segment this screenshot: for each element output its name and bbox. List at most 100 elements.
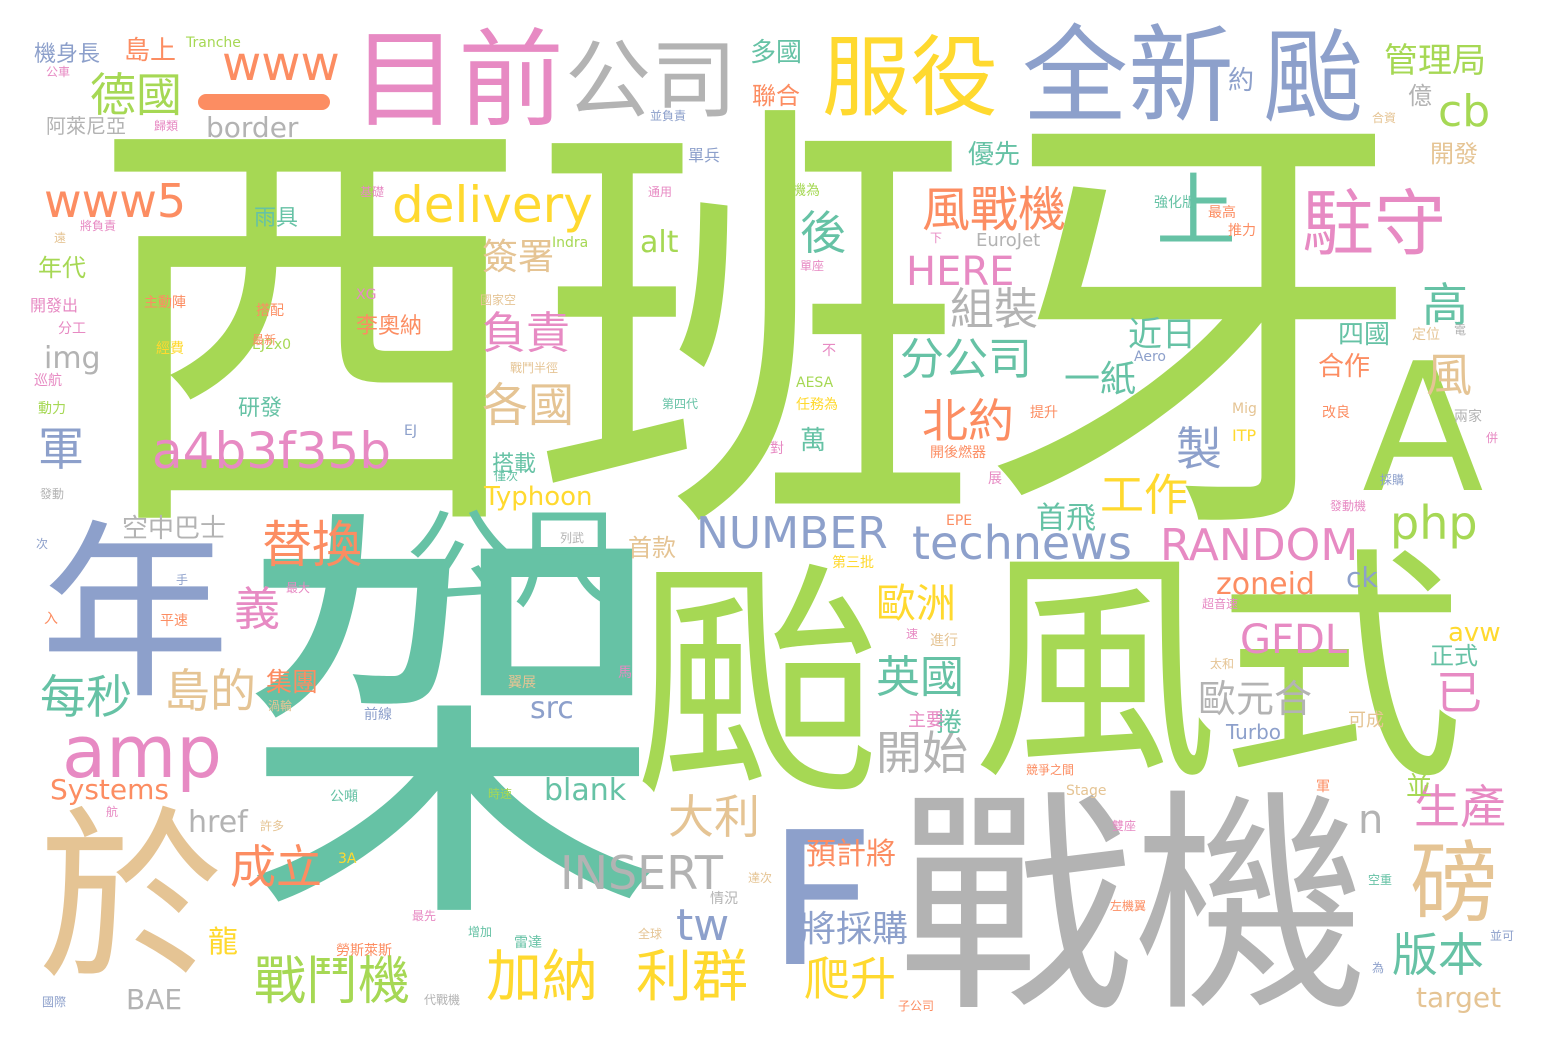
word: 任務為 [796, 397, 838, 413]
word: 巡航 [34, 373, 62, 389]
word: 軍 [1316, 779, 1330, 795]
word: 電 [1454, 323, 1467, 337]
word: 工作 [1100, 470, 1188, 521]
word: 國際 [42, 995, 67, 1009]
word: 搭載 [492, 452, 537, 477]
word: 前線 [364, 707, 392, 723]
word: www5 [44, 174, 187, 228]
word: 開發出 [30, 296, 79, 315]
word: 將負責 [80, 219, 117, 233]
word: 合作 [1318, 352, 1371, 382]
word: 空重 [1368, 873, 1393, 887]
word: Tranche [186, 35, 241, 51]
word: 定位 [1412, 327, 1440, 343]
word: 集團 [266, 668, 319, 698]
word: 大利 [668, 790, 760, 844]
word: EPE [946, 513, 973, 529]
word: 國家空 [480, 293, 517, 307]
word: 可成 [1348, 710, 1384, 731]
word: amp [62, 710, 222, 794]
word: 後 [800, 206, 846, 260]
word: Typhoon [484, 482, 593, 512]
word: 公司 [565, 31, 737, 131]
word: F [768, 792, 875, 1008]
word: 研發 [238, 396, 283, 421]
word: 西班牙 [88, 71, 1423, 589]
word: 首款 [628, 534, 676, 562]
word: 目前 [352, 19, 564, 142]
word: 單兵 [688, 146, 721, 165]
word: 戰鬥半徑 [510, 361, 559, 375]
word: 入 [44, 611, 58, 627]
word: 風 [1426, 348, 1472, 402]
word: EuroJet [976, 230, 1041, 251]
word: 發動 [40, 487, 65, 501]
word: 加納 [486, 945, 598, 1010]
word: 主要 [908, 710, 944, 731]
word: 首飛 [1036, 501, 1096, 536]
word: 遠 [54, 231, 67, 245]
word: 近日 [1128, 315, 1196, 355]
word: 島的 [164, 664, 256, 718]
word: php [1390, 496, 1478, 550]
word: INSERT [560, 846, 723, 900]
word: 風戰機 [922, 182, 1067, 238]
word: 雙座 [1112, 819, 1137, 833]
word: 為 [1372, 961, 1385, 975]
word: 航 [106, 805, 119, 819]
word: 各國 [482, 378, 574, 432]
word: 成立 [230, 840, 322, 894]
word: cb [1438, 86, 1491, 137]
word: 進行 [930, 633, 958, 649]
word: 機身長 [34, 42, 101, 67]
word: border [206, 111, 299, 144]
word: 簽署 [482, 237, 555, 278]
word: 手 [176, 573, 189, 587]
word: 高 [1422, 278, 1468, 332]
word: 年代 [38, 254, 86, 282]
word: 翼展 [508, 675, 536, 691]
word: 約 [1228, 66, 1255, 96]
word: 增加 [468, 925, 493, 939]
word: 聯合 [752, 82, 800, 110]
word: 上 [1156, 165, 1236, 258]
word: 下 [930, 231, 943, 245]
word: avw [1448, 618, 1501, 648]
word: 併 [1486, 431, 1499, 445]
word: 對 [770, 441, 784, 457]
word: 開發 [1430, 140, 1478, 168]
word: 經費 [156, 341, 184, 357]
word: zoneid [1216, 567, 1315, 602]
word: 速 [906, 627, 919, 641]
word: 3A [338, 851, 357, 867]
word: 達次 [748, 871, 773, 885]
word: ck [1346, 561, 1378, 594]
word: 歐元合 [1198, 677, 1313, 721]
word: 公尺 [405, 499, 622, 624]
word: 平速 [160, 613, 188, 629]
word: 英國 [876, 652, 964, 703]
word: 情況 [710, 891, 738, 907]
word: 強化版 [1154, 195, 1196, 211]
word: EJ [404, 423, 417, 439]
word: ITP [1232, 426, 1257, 445]
word: 改良 [1322, 405, 1350, 421]
word: 通用 [648, 185, 673, 199]
word: 颱 [632, 539, 882, 830]
word: Indra [552, 235, 589, 251]
word: tw [676, 900, 730, 951]
word: 歐洲 [876, 581, 956, 627]
word: 分公司 [900, 334, 1032, 385]
word: 公車 [46, 65, 71, 79]
word: Mig [1232, 401, 1257, 417]
word: src [530, 691, 574, 726]
word: EJ2x0 [252, 337, 292, 353]
word: alt [640, 225, 679, 260]
word: technews [912, 516, 1132, 570]
word: 爬升 [804, 952, 896, 1006]
word: 開後燃器 [930, 445, 986, 461]
word: img [44, 341, 101, 376]
word: 四國 [1338, 320, 1391, 350]
word: 替換 [262, 516, 362, 574]
